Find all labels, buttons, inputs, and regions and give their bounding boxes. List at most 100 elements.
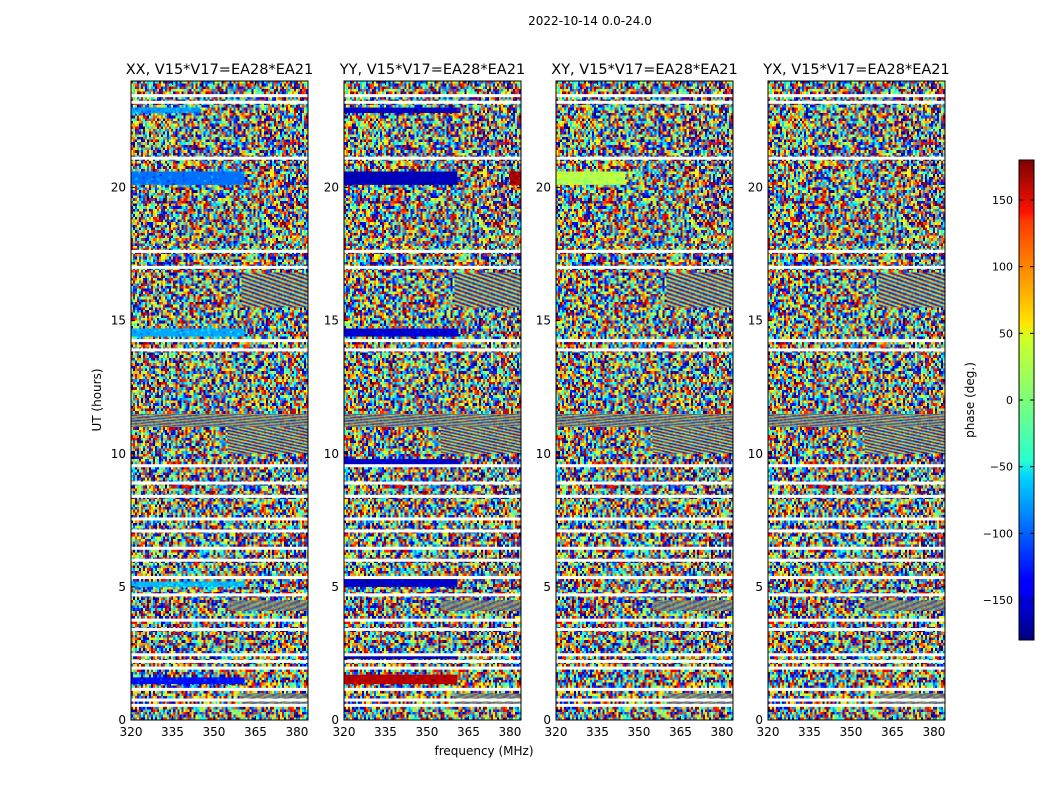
band-speckle <box>176 330 179 333</box>
flag-gap <box>556 517 733 521</box>
band-speckle <box>208 182 211 185</box>
band-speckle <box>453 328 456 331</box>
band-speckle <box>211 330 214 333</box>
band-speckle <box>429 586 432 589</box>
band-speckle <box>376 330 379 333</box>
band-speckle <box>351 460 354 463</box>
band-speckle <box>403 655 406 658</box>
flag-gap <box>344 698 521 702</box>
band-speckle <box>556 179 559 182</box>
band-speckle <box>445 459 448 462</box>
band-speckle <box>354 333 357 336</box>
y-tick-label: 20 <box>111 181 126 195</box>
band-speckle <box>197 678 200 681</box>
band-speckle <box>574 177 577 180</box>
y-tick-label: 15 <box>111 314 126 328</box>
band-speckle <box>168 176 171 179</box>
band-speckle <box>148 110 151 113</box>
band-speckle <box>413 462 416 465</box>
flag-gap <box>556 348 733 352</box>
band-speckle <box>425 460 428 463</box>
band-speckle <box>566 182 569 185</box>
band-speckle <box>135 177 138 180</box>
flag-gap <box>556 576 733 580</box>
band-speckle <box>559 182 562 185</box>
band-speckle <box>389 336 392 339</box>
flag-gap <box>131 464 308 468</box>
band-speckle <box>349 679 352 682</box>
band-speckle <box>399 183 402 186</box>
band-speckle <box>513 180 516 183</box>
band-speckle <box>348 656 351 659</box>
flag-gap <box>131 94 308 98</box>
band-speckle <box>559 175 562 178</box>
band-speckle <box>209 679 212 682</box>
band-speckle <box>393 334 396 337</box>
band-speckle <box>452 579 455 582</box>
band-speckle <box>370 182 373 185</box>
band-speckle <box>158 329 161 332</box>
phase-noise <box>768 81 945 720</box>
band-speckle <box>415 675 418 678</box>
band-speckle <box>192 108 195 111</box>
band-speckle <box>620 176 623 179</box>
band-speckle <box>403 107 406 110</box>
band-speckle <box>232 331 235 334</box>
band-speckle <box>376 107 379 110</box>
band-speckle <box>591 181 594 184</box>
flag-gap <box>768 593 945 597</box>
flag-gap <box>344 546 521 550</box>
band-speckle <box>174 329 177 332</box>
y-tick-label: 20 <box>536 181 551 195</box>
band-speckle <box>140 683 143 686</box>
band-speckle <box>180 331 183 334</box>
band-speckle <box>510 180 513 183</box>
band-speckle <box>379 181 382 184</box>
band-speckle <box>211 176 214 179</box>
band-speckle <box>134 179 137 182</box>
band-speckle <box>455 176 458 179</box>
band-speckle <box>181 677 184 680</box>
band-speckle <box>167 180 170 183</box>
band-speckle <box>440 462 443 465</box>
band-speckle <box>519 184 521 187</box>
band-speckle <box>378 682 381 685</box>
band-speckle <box>365 579 368 582</box>
flag-gap <box>131 249 308 253</box>
band-speckle <box>518 176 521 179</box>
band-speckle <box>354 582 357 585</box>
band-speckle <box>425 181 428 184</box>
band-speckle <box>447 657 450 660</box>
band-speckle <box>447 580 450 583</box>
band-speckle <box>518 180 521 183</box>
band-speckle <box>417 330 420 333</box>
band-speckle <box>402 677 405 680</box>
band-speckle <box>432 334 435 337</box>
band-speckle <box>512 171 515 174</box>
band-speckle <box>375 175 378 178</box>
band-speckle <box>398 658 401 661</box>
band-speckle <box>364 683 367 686</box>
flag-gap <box>344 517 521 521</box>
flag-gap <box>344 348 521 352</box>
band-speckle <box>364 656 367 659</box>
band-speckle <box>198 111 201 114</box>
band-speckle <box>180 108 183 111</box>
band-speckle <box>618 172 621 175</box>
band-speckle <box>145 112 148 115</box>
band-speckle <box>431 586 434 589</box>
band-speckle <box>618 182 621 185</box>
band-speckle <box>616 178 619 181</box>
panel-0: XX, V15*V17=EA28*EA21 320 335 350 365 380 0 5 10… <box>111 62 314 739</box>
band-speckle <box>136 329 139 332</box>
band-speckle <box>200 334 203 337</box>
y-tick-label: 0 <box>118 713 126 727</box>
flag-gap <box>131 339 308 343</box>
band-speckle <box>365 177 368 180</box>
band-speckle <box>424 658 427 661</box>
band-speckle <box>241 582 244 585</box>
band-speckle <box>172 110 175 113</box>
band-speckle <box>589 172 592 175</box>
band-speckle <box>196 681 199 684</box>
band-speckle <box>347 677 350 680</box>
